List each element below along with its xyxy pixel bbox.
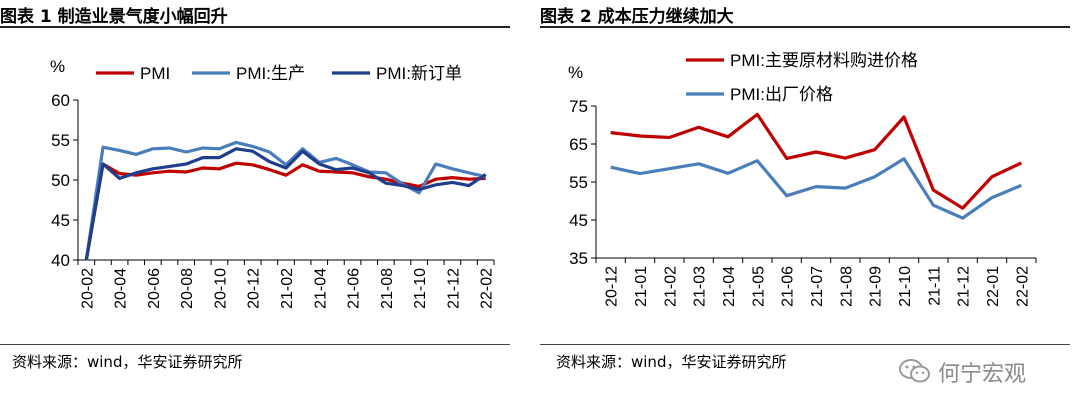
x-tick-label: 21-12 <box>956 266 973 307</box>
wechat-icon <box>899 359 930 383</box>
x-tick-label: 21-02 <box>279 268 296 309</box>
legend-label-3: PMI:新订单 <box>376 64 462 83</box>
x-tick-label: 21-09 <box>868 266 885 307</box>
y-axis-unit: % <box>50 57 65 76</box>
x-tick-label: 21-05 <box>750 266 767 307</box>
x-tick-label: 20-10 <box>212 268 229 309</box>
x-tick-label: 20-04 <box>113 268 130 309</box>
y-tick-label: 55 <box>51 131 70 150</box>
line-chart-2: % 35 45 55 65 75 20-12 21-01 21-02 21-03 21-04 21-0… <box>568 51 1037 307</box>
y-tick-label: 75 <box>569 97 588 116</box>
legend-label-1: PMI <box>140 64 170 83</box>
x-tick-label: 22-02 <box>479 268 496 309</box>
x-tick-label: 21-11 <box>926 266 943 306</box>
x-tick-label: 21-06 <box>780 266 797 307</box>
x-tick-label: 21-01 <box>633 266 650 307</box>
source-rule-1 <box>0 344 510 345</box>
chart-title-2: 图表 2 成本压力继续加大 <box>540 7 734 27</box>
y-axis-unit: % <box>568 63 583 82</box>
x-tick-label: 21-02 <box>662 266 679 307</box>
x-tick-label: 20-08 <box>179 268 196 309</box>
y-tick-label: 35 <box>569 249 588 268</box>
x-tick-label: 22-01 <box>985 266 1002 307</box>
x-tick-label: 21-03 <box>692 266 709 307</box>
y-tick-label: 45 <box>569 211 588 230</box>
x-tick-label: 21-07 <box>809 266 826 307</box>
x-tick-label: 20-06 <box>146 268 163 309</box>
source-note-2: 资料来源：wind，华安证券研究所 <box>556 353 787 371</box>
y-tick-label: 65 <box>569 135 588 154</box>
legend-label-2: PMI:出厂价格 <box>730 85 833 104</box>
series-line-1 <box>610 112 1022 210</box>
x-tick-label: 20-12 <box>246 268 263 309</box>
source-note-1: 资料来源：wind，华安证券研究所 <box>12 353 243 371</box>
x-tick-label: 21-10 <box>412 268 429 309</box>
x-tick-label: 21-04 <box>721 266 738 307</box>
source-rule-2 <box>540 344 1070 345</box>
y-tick-label: 60 <box>51 91 70 110</box>
watermark-text: 何宁宏观 <box>938 362 1027 387</box>
series-line-2 <box>610 157 1022 220</box>
y-tick-label: 40 <box>51 251 70 270</box>
x-tick-label: 21-08 <box>379 268 396 309</box>
series-line-3 <box>84 147 487 261</box>
series-line-1 <box>84 161 486 261</box>
x-tick-label: 21-08 <box>838 266 855 307</box>
legend-label-1: PMI:主要原材料购进价格 <box>730 51 918 70</box>
chart-panel-2: 图表 2 成本压力继续加大 % 35 45 55 65 75 20-12 21-01 21-02… <box>540 0 1080 416</box>
series-line-2 <box>84 140 487 261</box>
legend-label-2: PMI:生产 <box>236 64 305 83</box>
y-tick-label: 50 <box>51 171 70 190</box>
x-tick-label: 22-02 <box>1014 266 1031 307</box>
line-chart-1: % 40 45 50 55 60 20-02 20-04 20-06 20-08 20-10 20-1… <box>50 57 496 309</box>
x-tick-label: 21-06 <box>346 268 363 309</box>
x-tick-label: 20-12 <box>604 266 621 307</box>
x-tick-label: 21-12 <box>445 268 462 309</box>
chart-title-1: 图表 1 制造业景气度小幅回升 <box>0 7 228 27</box>
y-tick-label: 45 <box>51 211 70 230</box>
x-tick-label: 21-10 <box>897 266 914 307</box>
title-rule-1 <box>0 26 510 28</box>
y-tick-label: 55 <box>569 173 588 192</box>
title-rule-2 <box>540 26 1070 28</box>
x-tick-label: 21-04 <box>312 268 329 309</box>
chart-panel-1: 图表 1 制造业景气度小幅回升 % 40 45 50 55 60 20-02 20-04 20-… <box>0 0 520 416</box>
x-tick-label: 20-02 <box>79 268 96 309</box>
